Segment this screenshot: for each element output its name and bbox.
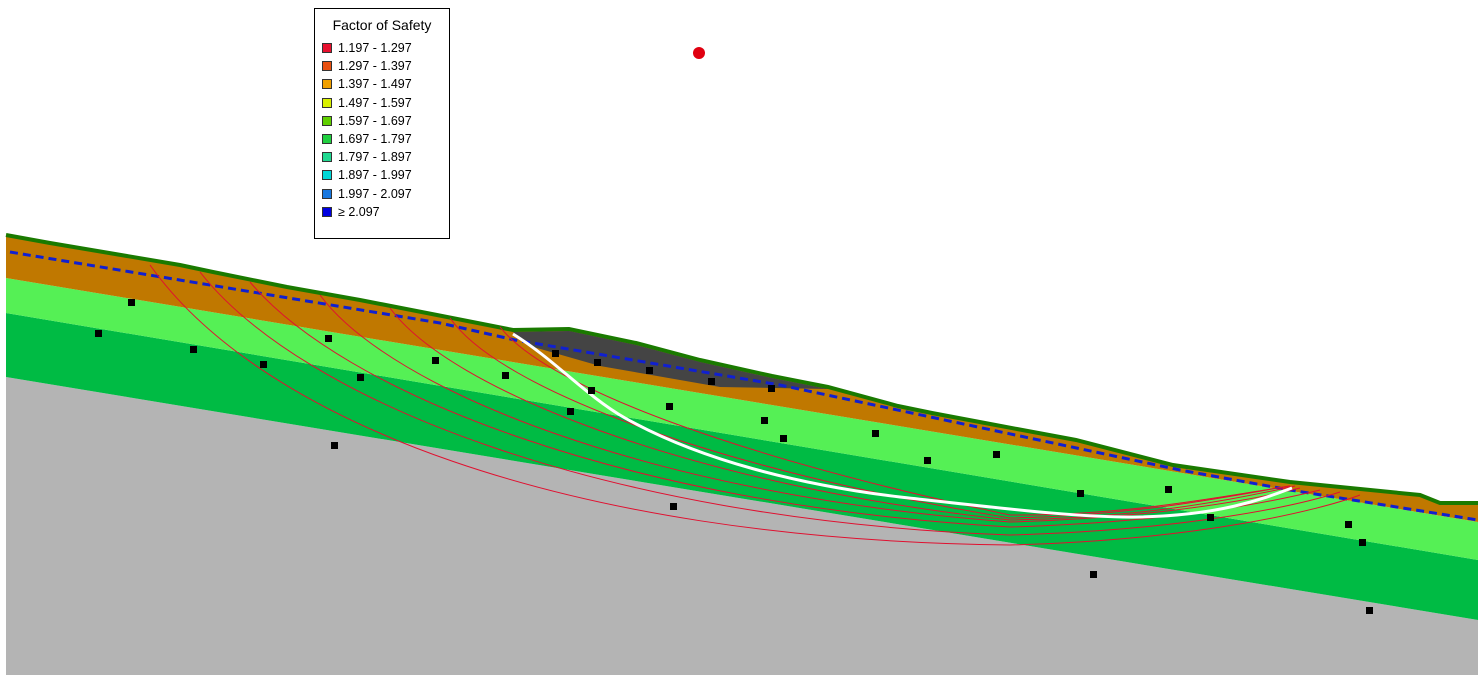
legend-swatch [322, 97, 332, 108]
ground-surface [5, 233, 1478, 505]
legend-swatch [322, 61, 332, 72]
legend-item: 1.997 - 2.097 [315, 185, 449, 203]
legend-item: 1.197 - 1.297 [315, 39, 449, 57]
legend-item: 1.697 - 1.797 [315, 130, 449, 148]
legend-label: 1.497 - 1.597 [338, 95, 412, 110]
grey-layer [6, 377, 1478, 675]
legend-swatch [322, 43, 332, 54]
light-green-layer [6, 278, 1478, 560]
slip-center [693, 47, 705, 59]
legend-label: 1.297 - 1.397 [338, 59, 412, 74]
legend-swatch [322, 79, 332, 90]
critical-surface [512, 332, 1293, 519]
legend-item: 1.397 - 1.497 [315, 75, 449, 93]
legend-label: ≥ 2.097 [338, 204, 380, 219]
legend-label: 1.597 - 1.697 [338, 113, 412, 128]
fill-wedge [513, 331, 828, 389]
legend-label: 1.997 - 2.097 [338, 186, 412, 201]
legend-swatch [322, 188, 332, 199]
legend-label: 1.797 - 1.897 [338, 150, 412, 165]
legend-item: 1.597 - 1.697 [315, 112, 449, 130]
legend-item: 1.897 - 1.997 [315, 166, 449, 184]
legend-label: 1.697 - 1.797 [338, 132, 412, 147]
legend-swatch [322, 170, 332, 181]
legend-swatch [322, 206, 332, 217]
legend-items: 1.197 - 1.297 1.297 - 1.397 1.397 - 1.497 1… [315, 39, 449, 221]
legend-label: 1.897 - 1.997 [338, 168, 412, 183]
legend-item: 1.497 - 1.597 [315, 94, 449, 112]
vertices [95, 299, 1373, 614]
legend-label: 1.197 - 1.297 [338, 41, 412, 56]
legend-item: ≥ 2.097 [315, 203, 449, 221]
legend-item: 1.297 - 1.397 [315, 57, 449, 75]
legend-swatch [322, 152, 332, 163]
legend: Factor of Safety 1.197 - 1.297 1.297 - 1.… [314, 8, 450, 239]
legend-item: 1.797 - 1.897 [315, 148, 449, 166]
legend-swatch [322, 115, 332, 126]
legend-swatch [322, 134, 332, 145]
legend-title: Factor of Safety [332, 17, 432, 33]
legend-label: 1.397 - 1.497 [338, 77, 412, 92]
